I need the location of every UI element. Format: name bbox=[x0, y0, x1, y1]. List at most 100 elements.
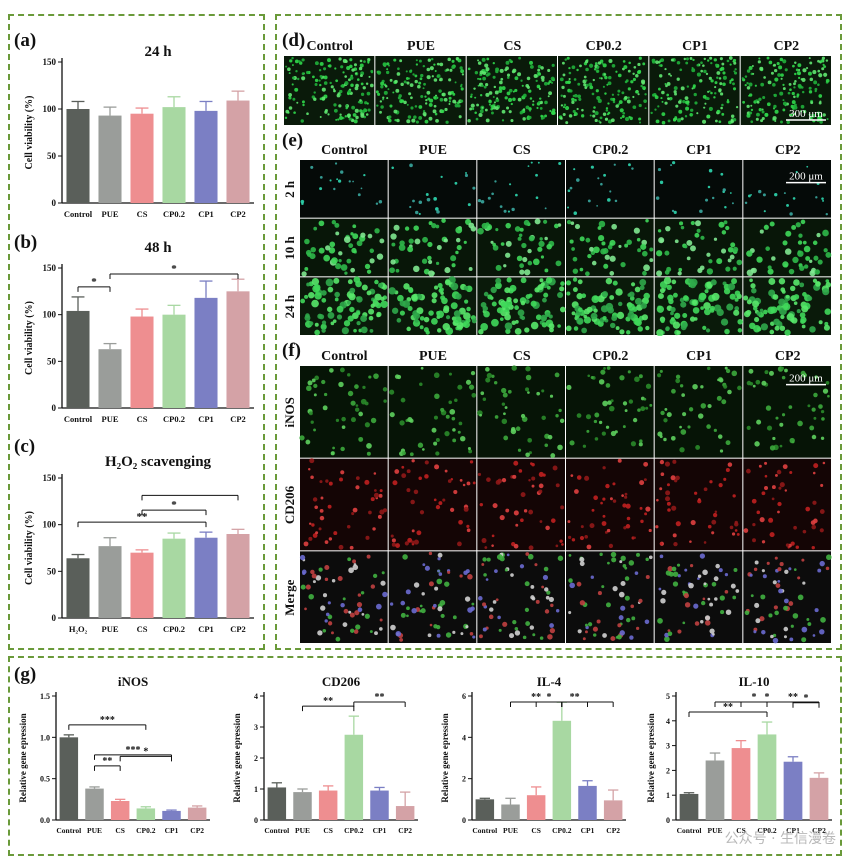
cell-dot bbox=[552, 108, 556, 112]
cell-dot bbox=[502, 392, 508, 398]
cell-dot bbox=[771, 256, 776, 261]
cell-dot bbox=[695, 444, 701, 450]
cell-dot bbox=[719, 92, 724, 96]
x-tick-label: CP0.2 bbox=[552, 826, 572, 835]
cell-dot bbox=[433, 63, 436, 66]
cell-dot bbox=[500, 242, 505, 246]
cell-dot bbox=[527, 248, 532, 254]
cell-dot bbox=[720, 318, 729, 326]
cell-dot bbox=[319, 480, 323, 484]
cell-dot bbox=[782, 464, 788, 470]
cell-dot bbox=[732, 595, 737, 600]
cell-dot bbox=[485, 367, 490, 372]
cell-dot bbox=[618, 100, 623, 104]
cell-dot bbox=[593, 106, 596, 109]
cell-dot bbox=[644, 619, 650, 625]
cell-dot bbox=[343, 236, 351, 243]
cell-dot bbox=[344, 271, 348, 275]
cell-dot bbox=[444, 267, 451, 274]
cell-dot bbox=[692, 383, 698, 390]
cell-dot bbox=[711, 581, 717, 587]
cell-dot bbox=[660, 97, 663, 100]
cell-dot bbox=[812, 471, 816, 475]
cell-dot bbox=[487, 294, 493, 300]
cell-dot bbox=[584, 86, 588, 90]
cell-dot bbox=[467, 607, 473, 613]
cell-dot bbox=[467, 203, 471, 207]
cell-dot bbox=[761, 491, 766, 496]
y-tick-label: 0 bbox=[52, 403, 57, 413]
cell-dot bbox=[485, 222, 490, 227]
cell-dot bbox=[537, 72, 542, 76]
cell-dot bbox=[396, 318, 402, 323]
cell-dot bbox=[604, 117, 609, 121]
cell-dot bbox=[406, 606, 410, 611]
cell-dot bbox=[682, 295, 689, 301]
cell-dot bbox=[544, 587, 549, 592]
cell-dot bbox=[319, 515, 325, 521]
cell-dot bbox=[602, 112, 607, 117]
cell-dot bbox=[468, 222, 475, 229]
cell-dot bbox=[592, 110, 596, 113]
x-tick-label: CP2 bbox=[812, 826, 826, 835]
cell-dot bbox=[615, 288, 623, 296]
cell-dot bbox=[582, 444, 587, 448]
cell-dot bbox=[550, 76, 555, 81]
cell-dot bbox=[344, 115, 348, 118]
cell-dot bbox=[508, 88, 513, 93]
cell-dot bbox=[421, 592, 425, 596]
cell-dot bbox=[560, 281, 565, 286]
cell-dot bbox=[793, 82, 796, 86]
cell-dot bbox=[501, 109, 506, 114]
cell-dot bbox=[425, 98, 428, 102]
cell-dot bbox=[607, 244, 613, 250]
cell-dot bbox=[651, 60, 656, 64]
cell-dot bbox=[794, 72, 797, 76]
cell-dot bbox=[619, 375, 625, 381]
cell-dot bbox=[550, 518, 556, 523]
cell-dot bbox=[626, 516, 631, 521]
cell-dot bbox=[732, 58, 737, 63]
y-tick-label: 1.0 bbox=[40, 733, 50, 742]
cell-dot bbox=[507, 210, 510, 213]
cell-dot bbox=[465, 625, 469, 629]
cell-dot bbox=[764, 485, 769, 490]
cell-dot bbox=[718, 89, 722, 93]
cell-dot bbox=[490, 104, 494, 109]
cell-dot bbox=[379, 627, 383, 631]
cell-dot bbox=[714, 81, 718, 85]
cell-dot bbox=[819, 528, 824, 533]
cell-dot bbox=[654, 94, 657, 97]
cell-dot bbox=[686, 256, 691, 261]
cell-dot bbox=[297, 77, 300, 81]
significance-label: * bbox=[171, 499, 177, 511]
cell-dot bbox=[765, 405, 772, 411]
cell-dot bbox=[584, 623, 588, 627]
cell-dot bbox=[540, 75, 545, 80]
cell-dot bbox=[814, 608, 819, 613]
cell-dot bbox=[555, 483, 560, 488]
cell-dot bbox=[448, 400, 453, 405]
cell-dot bbox=[418, 200, 423, 205]
cell-dot bbox=[413, 312, 421, 320]
cell-dot bbox=[314, 329, 320, 336]
cell-dot bbox=[555, 260, 562, 267]
cell-dot bbox=[624, 495, 628, 499]
cell-dot bbox=[664, 101, 668, 105]
cell-dot bbox=[795, 545, 800, 549]
cell-dot bbox=[332, 319, 337, 323]
cell-dot bbox=[690, 108, 694, 112]
cell-dot bbox=[439, 287, 444, 293]
cell-dot bbox=[596, 95, 601, 101]
cell-dot bbox=[472, 186, 476, 190]
cell-dot bbox=[346, 258, 352, 264]
cell-dot bbox=[563, 103, 567, 107]
cell-dot bbox=[291, 76, 295, 80]
cell-dot bbox=[505, 508, 510, 513]
cell-dot bbox=[407, 246, 414, 253]
panel-label-e: (e) bbox=[282, 130, 304, 151]
cell-dot bbox=[583, 83, 587, 87]
cell-dot bbox=[376, 313, 381, 318]
cell-dot bbox=[360, 326, 368, 334]
cell-dot bbox=[443, 97, 448, 102]
